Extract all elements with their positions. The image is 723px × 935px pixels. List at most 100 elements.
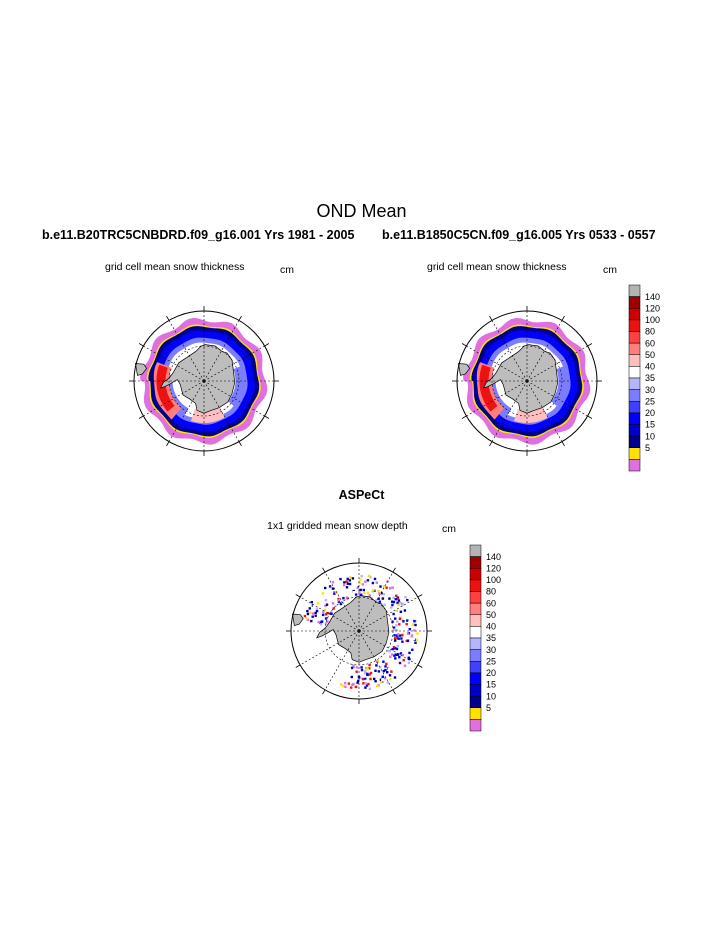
map-bottom-observation [395, 609, 398, 613]
colorbar-bottom-tick-label: 35 [486, 633, 496, 643]
map-bottom-observation [382, 593, 385, 596]
map-bottom-observation [356, 589, 359, 592]
colorbar-bottom-swatch [469, 719, 482, 732]
map-bottom-observation [340, 683, 343, 686]
map-right-band-80cm [479, 364, 498, 412]
map-bottom-observation [374, 662, 378, 665]
map-bottom-observation [376, 684, 379, 688]
colorbar-bottom-tick-label: 60 [486, 598, 496, 608]
map-right-tick [587, 343, 593, 347]
map-bottom-observation [414, 623, 417, 627]
map-bottom-observation [351, 577, 355, 580]
map-bottom-observation [407, 661, 411, 665]
map-bottom-observation [394, 653, 398, 656]
map-bottom-observation [397, 603, 400, 606]
map-bottom-observation [352, 591, 356, 594]
colorbar-bottom-swatch [469, 707, 482, 720]
map-bottom-observation [402, 620, 405, 623]
map-bottom-observation [348, 582, 352, 586]
map-bottom-observation [321, 587, 325, 590]
map-bottom-observation [394, 598, 397, 601]
map-bottom-observation [360, 666, 363, 669]
map-right-south-america [457, 363, 471, 376]
map-bottom-observation [413, 620, 416, 623]
map-bottom-observation [415, 638, 418, 642]
map-bottom-observation [366, 591, 370, 595]
map-bottom-observation [391, 653, 394, 656]
colorbar-top-swatch [628, 459, 641, 472]
map-bottom-observation [368, 663, 371, 667]
map-bottom-observation [401, 640, 404, 643]
right-run-title: b.e11.B1850C5CN.f09_g16.005 Yrs 0533 - 0… [382, 228, 656, 242]
map-bottom-observation [323, 608, 326, 612]
map-bottom-observation [379, 678, 383, 681]
map-bottom-observation [401, 602, 404, 605]
map-bottom-observation [390, 670, 393, 673]
map-bottom-observation [391, 586, 394, 589]
map-bottom-observation [408, 628, 411, 631]
map-bottom-observation [403, 628, 406, 632]
colorbar-top-tick-label: 20 [645, 408, 655, 418]
map-bottom-observation [344, 685, 347, 688]
map-bottom-observation [392, 626, 396, 629]
map-bottom-observation [324, 613, 328, 616]
map-bottom-observation [366, 579, 370, 582]
map-bottom-observation [365, 666, 368, 670]
map-bottom-observation [321, 592, 325, 595]
map-bottom-observation [380, 681, 383, 684]
map-bottom-observation [345, 580, 348, 583]
map-bottom-observation [411, 642, 414, 645]
colorbar-bottom-tick-label: 50 [486, 610, 496, 620]
map-bottom-observation [413, 629, 416, 632]
map-bottom-observation [389, 678, 392, 681]
colorbar-bottom-swatch [469, 637, 482, 650]
map-bottom-observation [397, 599, 401, 602]
map-bottom-observation [354, 593, 358, 596]
map-bottom-observation [374, 680, 377, 683]
map-bottom-observation [317, 620, 320, 624]
map-bottom-observation [362, 588, 365, 592]
map-bottom-tick [417, 664, 423, 668]
colorbar-bottom-tick-label: 100 [486, 575, 501, 585]
map-bottom-observation [359, 670, 362, 674]
map-bottom-observation [325, 603, 329, 606]
map-bottom-observation [308, 607, 311, 610]
map-bottom-observation [364, 580, 367, 583]
map-bottom-observation [396, 601, 399, 605]
map-bottom-observation [343, 583, 346, 587]
map-bottom-observation [382, 585, 386, 588]
colorbar-bottom-swatch [469, 556, 482, 569]
map-bottom-observation [404, 595, 407, 599]
colorbar-bottom-tick-label: 40 [486, 622, 496, 632]
map-bottom-observation [373, 677, 376, 681]
map-bottom-observation [306, 609, 309, 613]
colorbar-bottom-tick-label: 80 [486, 587, 496, 597]
map-bottom-observation [310, 619, 313, 623]
colorbar-top: 140 120 100 80 60 50 40 35 30 25 20 15 10 5 [628, 284, 669, 472]
map-bottom-observation [362, 682, 365, 685]
map-bottom-observation [364, 677, 367, 681]
map-bottom-observation [315, 607, 319, 610]
map-bottom-observation [379, 585, 382, 588]
colorbar-top-swatch [628, 377, 641, 390]
map-right-tick [587, 415, 593, 419]
map-bottom-observation [393, 637, 397, 640]
map-bottom-observation [363, 670, 367, 673]
map-bottom-observation [368, 667, 371, 670]
map-bottom-observation [368, 687, 371, 690]
map-bottom-observation [385, 586, 388, 589]
colorbar-top-swatch [628, 296, 641, 309]
colorbar-bottom-swatch [469, 649, 482, 662]
map-bottom-observation [408, 620, 411, 624]
map-bottom-observation [380, 592, 383, 595]
map-bottom-observation [311, 615, 314, 618]
map-right-tick [461, 415, 467, 419]
colorbar-bottom: 140 120 100 80 60 50 40 35 30 25 20 15 10 5 [469, 544, 510, 732]
map-bottom-observation [334, 604, 337, 607]
colorbar-bottom-tick-label: 20 [486, 668, 496, 678]
map-bottom-observation [366, 672, 369, 676]
colorbar-top-swatch [628, 366, 641, 379]
map-bottom-observation [360, 668, 364, 672]
map-bottom-observation [315, 609, 319, 613]
map-bottom-observation [387, 667, 390, 670]
